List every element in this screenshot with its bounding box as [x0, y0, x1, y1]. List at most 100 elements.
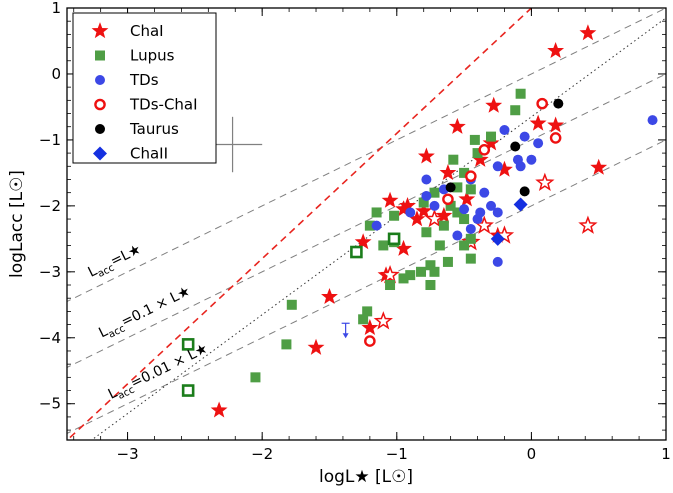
point-chai-0: [579, 24, 597, 41]
point-lupus-23: [425, 260, 436, 271]
point-lupus-30: [358, 314, 369, 325]
point-lupus-open-0: [181, 338, 195, 351]
point-lupus-14: [389, 210, 400, 221]
point-chai-4: [529, 114, 547, 131]
point-chai-14: [395, 200, 412, 217]
point-tds-8: [421, 190, 432, 201]
point-lupus-10: [429, 187, 440, 198]
point-chai-22: [321, 288, 338, 305]
legend-label-lupus: Lupus: [130, 47, 175, 65]
point-chai-18: [354, 233, 372, 250]
point-tds-15: [472, 214, 483, 225]
point-chai-12: [381, 191, 399, 208]
point-lupus-19: [434, 240, 445, 251]
point-lupus-open-2: [350, 245, 363, 259]
point-lupus-6: [452, 182, 463, 193]
point-tds-1: [519, 131, 530, 142]
point-tds-21: [647, 115, 658, 126]
legend-label-chai: ChaI: [130, 22, 164, 40]
x-tick-label-0: −3: [117, 445, 139, 463]
point-lupus-29: [362, 306, 373, 317]
point-chai-open-7: [424, 208, 445, 228]
y-tick-label-1: −4: [39, 329, 61, 347]
point-chai-15: [415, 202, 433, 219]
point-lupus-36: [465, 233, 476, 244]
legend-marker-tds: [95, 75, 105, 85]
upper-limit-arrow-0: [342, 333, 349, 339]
point-lupus-open-1: [181, 384, 195, 397]
point-chai-16: [435, 206, 453, 223]
point-lupus-33: [250, 372, 261, 383]
legend-marker-taurus: [95, 124, 105, 134]
point-lupus-20: [459, 240, 470, 251]
point-tds-22: [526, 154, 537, 165]
point-lupus-5: [459, 167, 470, 178]
x-tick-label-4: 1: [661, 445, 671, 463]
point-tds-2: [533, 138, 544, 149]
point-chai-5: [482, 134, 500, 151]
point-taurus-2: [445, 182, 456, 193]
point-lupus-0: [515, 88, 526, 99]
point-tds-chai-open-5: [364, 335, 376, 347]
point-chai-11: [458, 190, 476, 207]
point-chai-open-0: [535, 172, 555, 191]
legend: ChaI Lupus TDs TDs-ChaI Taurus ChaII: [72, 12, 217, 164]
point-tds-19: [492, 256, 503, 267]
point-tds-12: [486, 200, 497, 211]
point-tds-17: [405, 207, 416, 218]
point-lupus-25: [405, 270, 416, 281]
point-chaii-0: [513, 197, 528, 212]
point-chai-3: [547, 116, 565, 133]
x-tick-label-1: −2: [251, 445, 273, 463]
point-tds-chai-open-3: [465, 170, 477, 182]
point-tds-11: [479, 187, 490, 198]
y-tick-label-6: 1: [51, 0, 61, 17]
point-lupus-12: [438, 220, 449, 231]
point-chai-8: [417, 147, 435, 164]
point-lupus-22: [442, 256, 453, 267]
point-lupus-26: [398, 273, 409, 284]
point-chai-23: [307, 338, 325, 355]
y-tick-label-5: 0: [51, 65, 61, 83]
point-tds-0: [499, 125, 510, 136]
legend-marker-lupus: [95, 50, 105, 61]
point-tds-chai-open-4: [442, 193, 454, 206]
point-chai-1: [547, 42, 565, 59]
legend-label-tds-chai: TDs-ChaI: [129, 96, 198, 114]
point-chai-open-6: [373, 311, 393, 330]
point-lupus-21: [465, 253, 476, 264]
point-tds-20: [452, 230, 463, 241]
point-lupus-3: [472, 148, 483, 159]
x-tick-label-3: 0: [527, 445, 537, 463]
point-tds-chai-open-1: [549, 132, 562, 144]
point-lupus-1: [510, 105, 521, 116]
point-lupus-15: [371, 207, 382, 218]
point-chai-open-4: [578, 215, 598, 234]
reference-line-2: [67, 139, 666, 434]
point-tds-16: [465, 223, 476, 234]
point-lupus-28: [425, 280, 436, 291]
point-taurus-3: [519, 186, 530, 197]
point-lupus-24: [416, 266, 427, 277]
legend-marker-tds-chai: [94, 98, 106, 111]
point-tds-7: [421, 174, 432, 185]
point-lupus-27: [385, 280, 396, 291]
point-lupus-32: [281, 339, 292, 350]
point-lupus-16: [364, 220, 375, 231]
point-lupus-8: [445, 200, 456, 211]
data-points: [181, 24, 658, 418]
point-chaii-1: [490, 231, 505, 246]
point-chai-9: [439, 164, 457, 181]
y-tick-label-3: −2: [39, 197, 61, 215]
legend-label-taurus: Taurus: [129, 120, 179, 138]
legend-box: [72, 12, 217, 164]
point-lupus-9: [452, 207, 463, 218]
point-tds-chai-open-2: [478, 144, 491, 156]
point-lupus-open-3: [387, 232, 401, 246]
point-chai-26: [590, 158, 608, 175]
point-taurus-1: [510, 141, 521, 152]
point-lupus-13: [421, 227, 432, 238]
point-tds-10: [459, 204, 470, 215]
point-chai-25: [210, 401, 228, 418]
